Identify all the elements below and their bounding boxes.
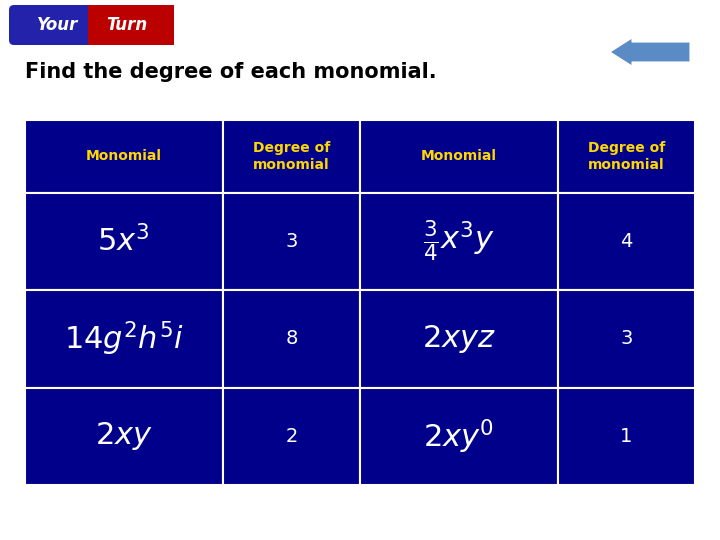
Bar (222, 120, 360, 193)
Text: Monomial: Monomial (86, 150, 162, 164)
Text: 1: 1 (620, 427, 632, 446)
Text: 8: 8 (285, 329, 297, 348)
Bar (558, 291, 695, 388)
Text: Degree of
monomial: Degree of monomial (588, 141, 665, 172)
Text: Find the degree of each monomial.: Find the degree of each monomial. (25, 62, 436, 82)
Bar (25, 120, 222, 193)
Text: Your: Your (37, 16, 78, 34)
Text: 3: 3 (620, 329, 632, 348)
Text: $2xy$: $2xy$ (95, 420, 153, 453)
Bar (360, 193, 558, 291)
Bar (25, 193, 222, 291)
Bar (25, 388, 222, 485)
Bar (558, 388, 695, 485)
Bar (360, 388, 558, 485)
Text: Turn: Turn (107, 16, 148, 34)
Bar (360, 120, 558, 193)
Text: $2xy^{0}$: $2xy^{0}$ (423, 417, 495, 456)
Text: $2xyz$: $2xyz$ (422, 323, 496, 355)
Text: 3: 3 (285, 232, 297, 251)
Bar (89, 5, 174, 45)
Text: Degree of
monomial: Degree of monomial (253, 141, 330, 172)
Text: $5x^{3}$: $5x^{3}$ (97, 225, 150, 258)
FancyArrow shape (610, 38, 690, 66)
Bar (360, 291, 558, 388)
Bar (222, 193, 360, 291)
Text: $\frac{3}{4}x^{3}y$: $\frac{3}{4}x^{3}y$ (423, 219, 495, 265)
Text: $14g^{2}h^{5}i$: $14g^{2}h^{5}i$ (63, 320, 184, 358)
Bar (222, 388, 360, 485)
Text: 4: 4 (620, 232, 632, 251)
FancyBboxPatch shape (9, 5, 174, 45)
Bar (222, 291, 360, 388)
Bar (558, 120, 695, 193)
Text: Monomial: Monomial (420, 150, 497, 164)
Bar (558, 193, 695, 291)
Text: 2: 2 (285, 427, 297, 446)
Bar (25, 291, 222, 388)
